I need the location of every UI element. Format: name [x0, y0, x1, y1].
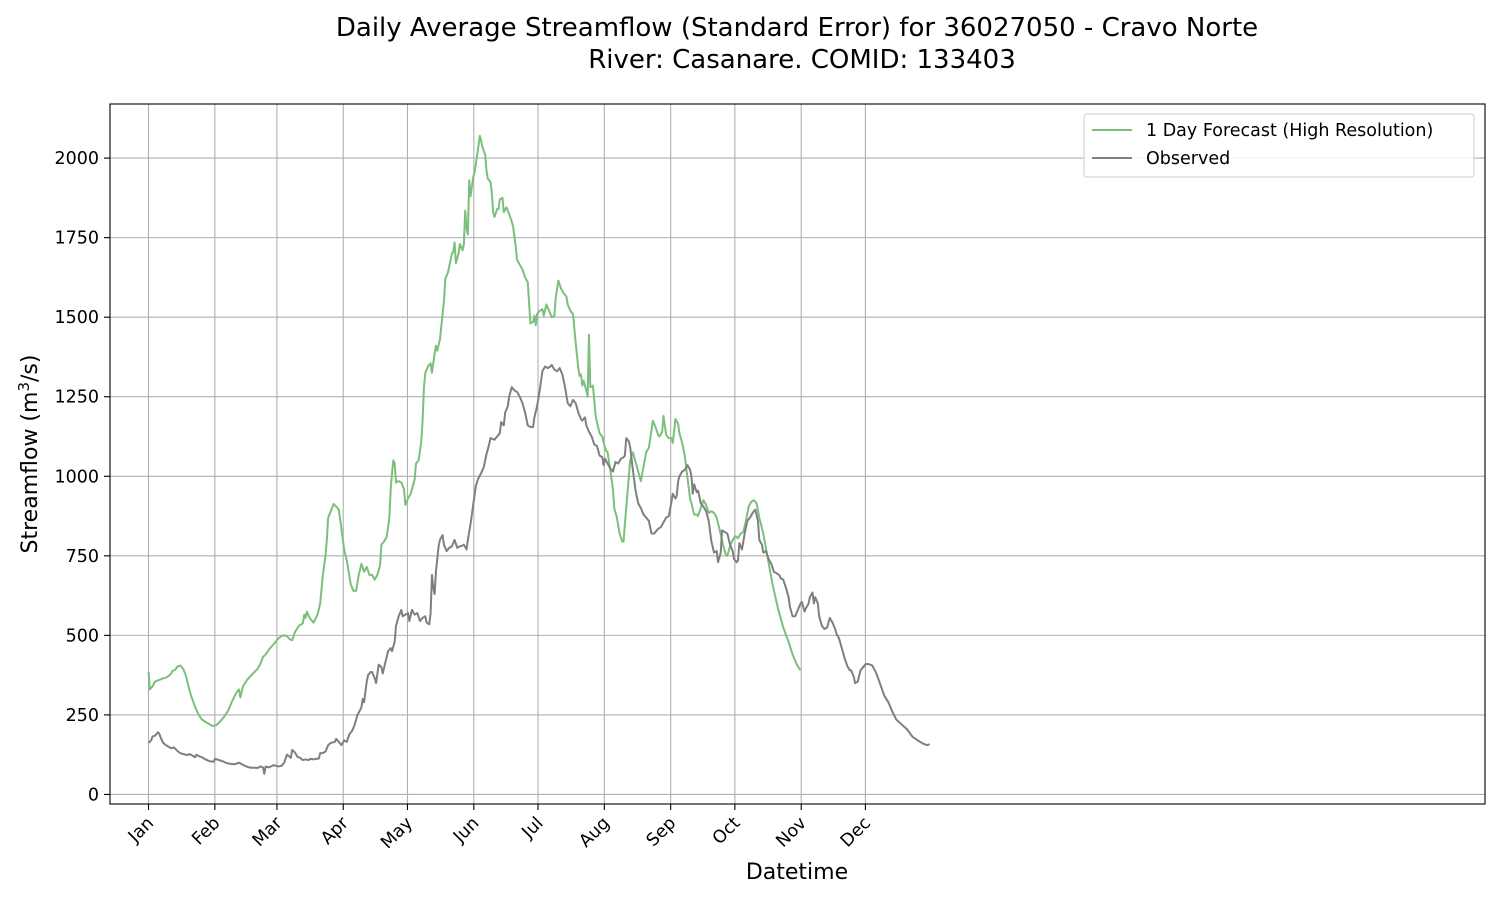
x-tick-label-sep: Sep: [643, 813, 680, 850]
x-tick-label-jul: Jul: [518, 813, 548, 843]
y-tick-label: 0: [88, 785, 99, 805]
y-tick-label: 1750: [54, 229, 99, 249]
x-tick-label-apr: Apr: [317, 813, 353, 849]
y-tick-label: 500: [66, 626, 99, 646]
y-tick-label: 250: [66, 706, 99, 726]
y-tick-label: 1000: [54, 467, 99, 487]
chart-subtitle: River: Casanare. COMID: 133403: [588, 45, 1016, 75]
y-tick-label: 1250: [54, 388, 99, 408]
y-axis-label: Streamflow (m3/s): [15, 355, 43, 554]
x-tick-label-oct: Oct: [709, 813, 745, 849]
x-tick-label-nov: Nov: [772, 813, 810, 851]
grid: [110, 104, 1485, 804]
x-tick-label-jun: Jun: [449, 813, 483, 847]
series-line-observed: [147, 363, 930, 775]
series-line-1-day-forecast-high-resolution: [147, 134, 802, 728]
x-tick-label-aug: Aug: [576, 813, 614, 851]
x-axis: Jan Feb Mar Apr May Jun Jul Aug Sep Oct Nov Dec: [124, 804, 875, 853]
x-tick-label-feb: Feb: [188, 813, 224, 849]
plot-frame: [109, 103, 1486, 805]
x-tick-label-mar: Mar: [249, 813, 287, 851]
x-tick-label-may: May: [377, 813, 417, 853]
x-axis-label: Datetime: [746, 860, 848, 885]
y-tick-label: 1500: [54, 308, 99, 328]
y-axis: 0 250 500 750 1000 1250 1500 1750 2000: [54, 149, 110, 805]
y-tick-label: 750: [66, 547, 99, 567]
x-tick-label-dec: Dec: [837, 813, 875, 851]
legend-label-observed: Observed: [1146, 149, 1230, 169]
x-tick-label-jan: Jan: [124, 813, 158, 847]
chart-title: Daily Average Streamflow (Standard Error…: [336, 13, 1258, 43]
y-tick-label: 2000: [54, 149, 99, 169]
legend-box: [1083, 113, 1475, 178]
legend: 1 Day Forecast (High Resolution) Observe…: [1083, 113, 1475, 178]
legend-label-forecast: 1 Day Forecast (High Resolution): [1146, 121, 1433, 141]
series-lines: [147, 134, 930, 775]
